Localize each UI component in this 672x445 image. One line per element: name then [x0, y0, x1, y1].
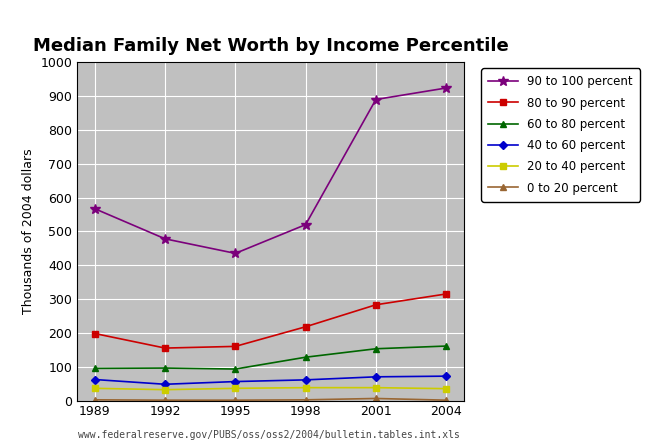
60 to 80 percent — [161, 365, 169, 371]
90 to 100 percent — [302, 222, 310, 227]
60 to 80 percent — [91, 366, 99, 371]
90 to 100 percent — [442, 85, 450, 91]
20 to 40 percent — [231, 386, 239, 391]
40 to 60 percent — [91, 377, 99, 382]
20 to 40 percent — [442, 386, 450, 391]
60 to 80 percent — [372, 346, 380, 352]
90 to 100 percent — [161, 236, 169, 242]
20 to 40 percent — [161, 387, 169, 392]
80 to 90 percent — [442, 291, 450, 297]
40 to 60 percent — [231, 379, 239, 384]
0 to 20 percent — [302, 397, 310, 402]
Y-axis label: Thousands of 2004 dollars: Thousands of 2004 dollars — [22, 149, 35, 314]
20 to 40 percent — [91, 386, 99, 391]
20 to 40 percent — [372, 385, 380, 390]
Line: 0 to 20 percent: 0 to 20 percent — [91, 395, 450, 404]
90 to 100 percent — [91, 206, 99, 211]
Line: 60 to 80 percent: 60 to 80 percent — [91, 343, 450, 372]
80 to 90 percent — [372, 302, 380, 307]
Line: 80 to 90 percent: 80 to 90 percent — [91, 291, 450, 352]
60 to 80 percent — [231, 366, 239, 372]
40 to 60 percent — [372, 374, 380, 380]
Title: Median Family Net Worth by Income Percentile: Median Family Net Worth by Income Percen… — [33, 37, 508, 55]
80 to 90 percent — [161, 345, 169, 351]
Text: www.federalreserve.gov/PUBS/oss/oss2/2004/bulletin.tables.int.xls: www.federalreserve.gov/PUBS/oss/oss2/200… — [78, 430, 460, 440]
Legend: 90 to 100 percent, 80 to 90 percent, 60 to 80 percent, 40 to 60 percent, 20 to 4: 90 to 100 percent, 80 to 90 percent, 60 … — [481, 68, 640, 202]
60 to 80 percent — [302, 355, 310, 360]
40 to 60 percent — [161, 382, 169, 387]
0 to 20 percent — [442, 397, 450, 403]
0 to 20 percent — [231, 397, 239, 403]
40 to 60 percent — [442, 373, 450, 379]
80 to 90 percent — [91, 331, 99, 336]
Line: 90 to 100 percent: 90 to 100 percent — [90, 83, 451, 258]
0 to 20 percent — [91, 397, 99, 402]
0 to 20 percent — [161, 397, 169, 403]
Line: 40 to 60 percent: 40 to 60 percent — [92, 373, 449, 387]
90 to 100 percent — [231, 251, 239, 256]
80 to 90 percent — [302, 324, 310, 329]
20 to 40 percent — [302, 385, 310, 390]
60 to 80 percent — [442, 344, 450, 349]
90 to 100 percent — [372, 97, 380, 102]
0 to 20 percent — [372, 396, 380, 401]
80 to 90 percent — [231, 344, 239, 349]
Line: 20 to 40 percent: 20 to 40 percent — [91, 384, 450, 393]
40 to 60 percent — [302, 377, 310, 383]
